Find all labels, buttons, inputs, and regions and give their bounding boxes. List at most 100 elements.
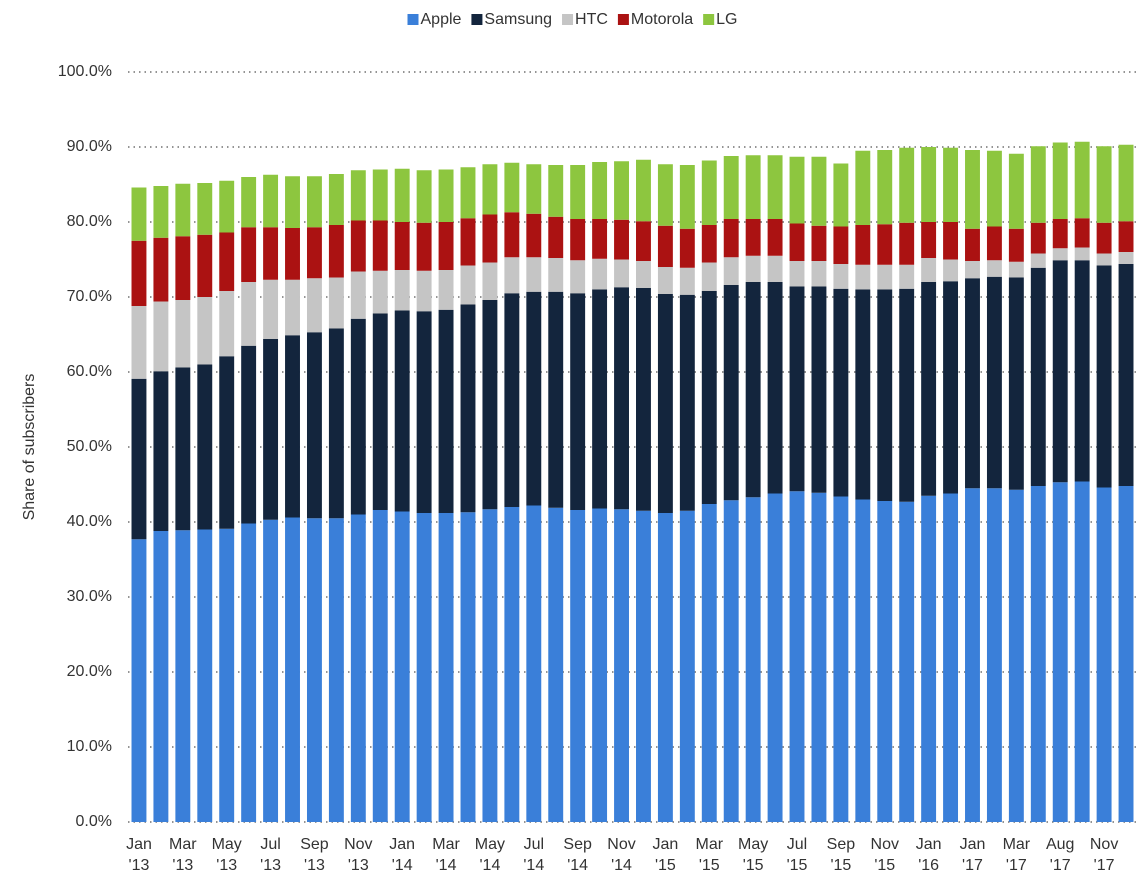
x-tick-label: Mar '15 [695,836,723,874]
bar-segment [614,161,629,220]
bar-segment [636,159,651,222]
bar-segment [921,147,937,222]
bar-segment [460,265,476,305]
bar-segment [833,496,849,822]
bar-segment [636,221,651,261]
y-tick-label: 20.0% [67,663,112,680]
bar-segment [899,501,915,822]
y-tick-label: 30.0% [67,588,112,605]
bar-segment [636,261,651,288]
bar-segment [153,371,169,531]
x-tick-label: Mar '14 [432,836,460,874]
bar-segment [833,163,849,227]
bar-segment [175,367,191,531]
bar-segment [1096,146,1112,223]
bar-segment [197,529,213,822]
bar-segment [965,150,980,229]
bar-segment [657,267,673,294]
bar-segment [328,518,344,822]
bar-segment [285,176,300,228]
x-tick-label: Mar '17 [1003,836,1031,874]
bar-segment [745,155,761,219]
bar-segment [1052,219,1068,249]
bar-segment [263,519,279,822]
bar-segment [570,165,586,219]
bar-segment [636,288,651,511]
bar-segment [745,255,761,282]
bar-segment [1074,481,1090,822]
bar-segment [855,289,871,500]
bar-segment [1096,222,1112,254]
bar-segment [482,300,498,510]
bar-segment [877,501,893,822]
bar-segment [460,304,476,513]
bar-segment [131,187,147,241]
bar-segment [175,300,191,368]
bar-segment [943,259,959,282]
bar-segment [131,378,147,540]
y-tick-label: 10.0% [67,738,112,755]
legend-swatch [407,14,419,25]
bar-segment [328,277,344,329]
bar-segment [263,227,279,280]
bar-segment [767,219,783,256]
bar-segment [504,162,520,213]
bar-segment [350,220,366,272]
bar-segment [416,270,432,312]
bar-segment [504,293,520,507]
bar-segment [833,288,849,497]
x-tick-label: Nov '17 [1090,836,1118,874]
bar-segment [372,313,388,510]
bar-segment [1118,144,1134,222]
bar-segment [1074,218,1090,248]
bar-segment [1074,141,1090,219]
bar-segment [482,262,498,300]
x-tick-label: Mar '13 [169,836,197,874]
x-tick-label: Jan '15 [653,836,679,874]
y-axis-label: Share of subscribers [21,374,38,521]
bar-segment [745,282,761,498]
bar-segment [394,511,410,822]
bar-segment [986,226,1002,261]
bar-segment [350,318,366,515]
bar-segment [701,160,717,225]
y-tick-label: 70.0% [67,288,112,305]
bar-segment [745,219,761,256]
y-tick-label: 80.0% [67,213,112,230]
bar-segment [965,228,980,261]
bar-segment [1052,482,1068,822]
legend-label: HTC [575,11,608,28]
x-tick-label: May '13 [212,836,242,874]
bar-segment [263,174,279,228]
bar-segment [899,264,915,289]
bar-segment [548,216,564,258]
bar-segment [855,225,871,265]
x-tick-label: May '14 [475,836,505,874]
bar-segment [877,264,893,290]
bar-segment [394,270,410,311]
bar-segment [241,523,257,822]
bar-segment [438,169,454,222]
y-tick-label: 100.0% [58,63,112,80]
bar-segment [394,310,410,512]
bar-segment [416,513,432,822]
y-tick-label: 90.0% [67,138,112,155]
bar-segment [679,165,695,229]
legend-label: Apple [421,11,462,28]
legend-swatch [562,14,574,25]
bar-segment [943,493,959,822]
bar-segment [241,177,257,228]
bar-segment [986,488,1002,822]
bar-segment [921,258,937,282]
bar-segment [153,301,169,372]
bar-segment [986,276,1002,489]
bar-segment [548,507,564,822]
x-tick-label: Sep '15 [827,836,856,874]
bar-segment [899,288,915,502]
bar-segment [657,513,673,822]
bar-segment [263,279,279,339]
bar-segment [285,228,300,280]
legend: Apple Samsung HTC Motorola LG [407,11,738,28]
bar-segment [482,164,498,215]
